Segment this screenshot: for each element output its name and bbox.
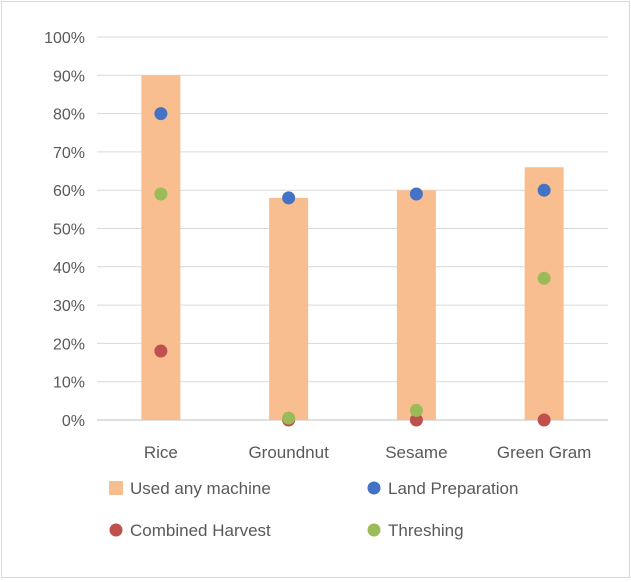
point-threshing-rice bbox=[154, 187, 168, 201]
x-tick-label: Groundnut bbox=[248, 443, 329, 462]
y-tick-label: 100% bbox=[44, 30, 85, 47]
legend-label: Threshing bbox=[388, 521, 464, 540]
x-tick-label: Rice bbox=[144, 443, 178, 462]
point-land-preparation-sesame bbox=[409, 187, 423, 201]
legend-label: Combined Harvest bbox=[130, 521, 271, 540]
legend-swatch-combined-harvest bbox=[109, 523, 123, 537]
point-threshing-groundnut bbox=[282, 411, 296, 425]
x-tick-label: Green Gram bbox=[497, 443, 591, 462]
y-tick-label: 0% bbox=[62, 413, 85, 430]
x-axis-ticks: Rice Groundnut Sesame Green Gram bbox=[144, 443, 592, 462]
point-land-preparation-green-gram bbox=[537, 183, 551, 197]
y-tick-label: 30% bbox=[53, 298, 85, 315]
x-tick-label: Sesame bbox=[385, 443, 447, 462]
bar-green-gram bbox=[524, 167, 564, 420]
y-axis-ticks: 0% 10% 20% 30% 40% 50% 60% 70% 80% 90% 100% bbox=[44, 30, 85, 430]
legend-swatch-used-any-machine bbox=[109, 481, 123, 495]
bars bbox=[141, 75, 564, 421]
point-combined-harvest-sesame bbox=[409, 413, 423, 427]
y-tick-label: 80% bbox=[53, 107, 85, 124]
legend-label: Land Preparation bbox=[388, 479, 518, 498]
y-tick-label: 90% bbox=[53, 68, 85, 85]
y-tick-label: 40% bbox=[53, 260, 85, 277]
y-tick-label: 50% bbox=[53, 222, 85, 239]
legend-swatch-land-preparation bbox=[367, 481, 381, 495]
y-tick-label: 60% bbox=[53, 183, 85, 200]
points bbox=[154, 107, 551, 427]
bar-rice bbox=[141, 75, 181, 421]
point-threshing-green-gram bbox=[537, 271, 551, 285]
point-land-preparation-rice bbox=[154, 107, 168, 121]
legend-label: Used any machine bbox=[130, 479, 271, 498]
point-combined-harvest-green-gram bbox=[537, 413, 551, 427]
gridlines bbox=[97, 36, 608, 421]
bar-groundnut bbox=[269, 197, 309, 420]
point-land-preparation-groundnut bbox=[282, 191, 296, 205]
point-combined-harvest-rice bbox=[154, 344, 168, 358]
legend: Used any machine Land Preparation Combined… bbox=[109, 479, 518, 540]
y-tick-label: 10% bbox=[53, 375, 85, 392]
y-tick-label: 20% bbox=[53, 336, 85, 353]
point-threshing-sesame bbox=[409, 403, 423, 417]
y-tick-label: 70% bbox=[53, 145, 85, 162]
legend-swatch-threshing bbox=[367, 523, 381, 537]
bar-sesame bbox=[396, 190, 436, 420]
